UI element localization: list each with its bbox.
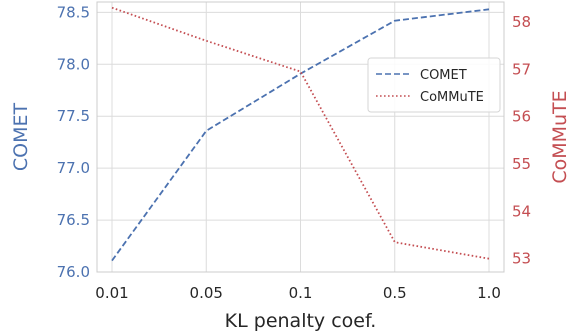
y-right-tick-label: 57 <box>512 60 531 78</box>
gridlines <box>97 2 504 273</box>
y-right-tick-label: 58 <box>512 13 531 31</box>
y-left-tick-label: 77.5 <box>57 107 90 125</box>
legend-box <box>367 57 501 113</box>
x-axis-title: KL penalty coef. <box>225 310 377 332</box>
plot-frame <box>96 1 505 273</box>
y-left-tick-label: 76.5 <box>57 211 90 229</box>
x-tick-label: 0.05 <box>190 284 223 302</box>
y-right-tick-label: 53 <box>512 250 531 268</box>
x-tick-label: 0.01 <box>95 284 128 302</box>
tick-labels: 76.0 76.5 77.0 77.5 78.0 78.5 0.01 0.05 0.1 0.5 1.… <box>57 3 532 302</box>
series-line-comet <box>111 8 490 262</box>
y-left-tick-label: 78.5 <box>57 3 90 21</box>
y-axis-left-title: COMET <box>10 102 32 171</box>
y-right-tick-label: 55 <box>512 155 531 173</box>
legend-label-comet: COMET <box>420 68 467 83</box>
y-right-tick-label: 54 <box>512 202 531 220</box>
y-left-tick-label: 76.0 <box>57 263 90 281</box>
x-tick-label: 1.0 <box>477 284 501 302</box>
legend: COMET CoMMuTE <box>367 57 501 113</box>
x-tick-label: 0.1 <box>289 284 313 302</box>
y-axis-right-title: CoMMuTE <box>549 90 571 183</box>
series-layer <box>111 6 490 262</box>
y-left-tick-label: 78.0 <box>57 55 90 73</box>
x-tick-label: 0.5 <box>383 284 407 302</box>
y-left-tick-label: 77.0 <box>57 159 90 177</box>
legend-label-commute: CoMMuTE <box>420 90 484 105</box>
y-right-tick-label: 56 <box>512 108 531 126</box>
